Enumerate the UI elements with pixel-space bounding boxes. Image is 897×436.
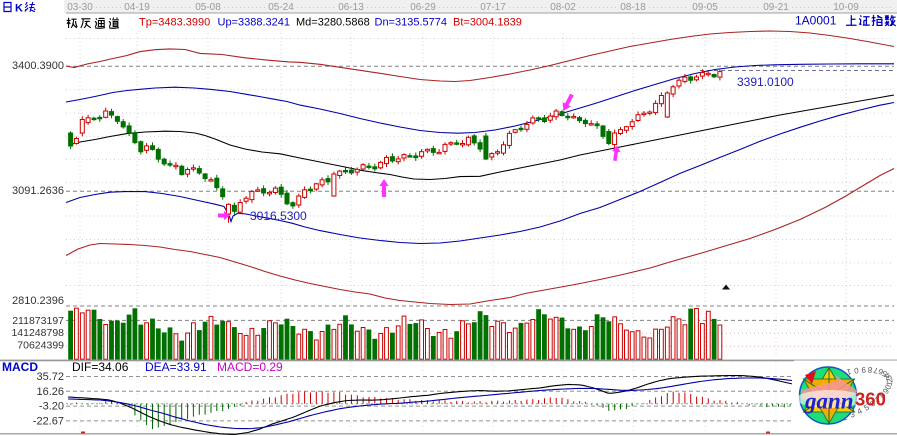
svg-text:MACD=0.29: MACD=0.29 — [217, 360, 283, 374]
svg-text:07-17: 07-17 — [480, 2, 506, 13]
svg-text:1A0001: 1A0001 — [795, 14, 837, 28]
svg-text:MACD: MACD — [2, 360, 38, 374]
svg-text:Dn=3135.5774: Dn=3135.5774 — [375, 17, 447, 29]
svg-text:0: 0 — [883, 383, 893, 391]
svg-text:16.26: 16.26 — [36, 386, 64, 398]
svg-text:3: 3 — [849, 410, 857, 420]
svg-text:Md=3280.5868: Md=3280.5868 — [296, 17, 370, 29]
svg-text:06-29: 06-29 — [410, 2, 436, 13]
svg-text:Up=3388.3241: Up=3388.3241 — [218, 17, 290, 29]
svg-text:08-18: 08-18 — [620, 2, 646, 13]
svg-text:7: 7 — [872, 365, 878, 375]
svg-text:35.72: 35.72 — [36, 371, 64, 383]
svg-text:360: 360 — [855, 389, 886, 410]
svg-text:-3.20: -3.20 — [39, 401, 64, 413]
svg-text:4: 4 — [856, 406, 864, 416]
svg-text:Bt=3004.1839: Bt=3004.1839 — [453, 17, 522, 29]
svg-text:04-19: 04-19 — [124, 2, 150, 13]
svg-text:K: K — [15, 3, 23, 15]
svg-text:3091.2636: 3091.2636 — [12, 185, 64, 197]
svg-text:70624399: 70624399 — [17, 340, 64, 352]
svg-text:3391.0100: 3391.0100 — [737, 75, 794, 89]
svg-text:05-08: 05-08 — [195, 2, 221, 13]
svg-text:08-02: 08-02 — [550, 2, 576, 13]
svg-text:8: 8 — [867, 365, 872, 374]
svg-text:9: 9 — [881, 386, 891, 395]
svg-text:7: 7 — [873, 394, 883, 404]
svg-text:9: 9 — [861, 365, 866, 374]
svg-text:gann: gann — [804, 389, 854, 414]
svg-text:03-30: 03-30 — [67, 2, 93, 13]
svg-text:8: 8 — [878, 390, 888, 400]
svg-text:DIF=34.06: DIF=34.06 — [72, 360, 129, 374]
svg-text:4: 4 — [882, 370, 892, 380]
svg-text:06-13: 06-13 — [338, 2, 364, 13]
svg-text:5: 5 — [862, 402, 871, 412]
svg-text:6: 6 — [877, 366, 885, 376]
svg-text:3400.3900: 3400.3900 — [12, 60, 64, 72]
svg-text:1: 1 — [845, 367, 852, 377]
svg-text:141248798: 141248798 — [11, 327, 64, 339]
svg-text:1: 1 — [885, 380, 895, 387]
svg-text:Tp=3483.3990: Tp=3483.3990 — [139, 17, 210, 29]
svg-text:3016.5300: 3016.5300 — [250, 209, 307, 223]
svg-text:-22.67: -22.67 — [33, 415, 64, 427]
svg-text:3: 3 — [884, 373, 894, 381]
svg-text:6: 6 — [868, 398, 877, 408]
svg-text:DEA=33.91: DEA=33.91 — [145, 360, 207, 374]
svg-text:5: 5 — [880, 368, 889, 378]
svg-text:10-09: 10-09 — [833, 2, 859, 13]
svg-text:09-05: 09-05 — [692, 2, 718, 13]
svg-text:0: 0 — [853, 366, 859, 376]
svg-text:2: 2 — [885, 377, 894, 383]
svg-text:09-21: 09-21 — [763, 2, 789, 13]
svg-text:211873197: 211873197 — [12, 315, 64, 327]
svg-text:05-24: 05-24 — [268, 2, 294, 13]
svg-text:2810.2396: 2810.2396 — [12, 295, 64, 307]
